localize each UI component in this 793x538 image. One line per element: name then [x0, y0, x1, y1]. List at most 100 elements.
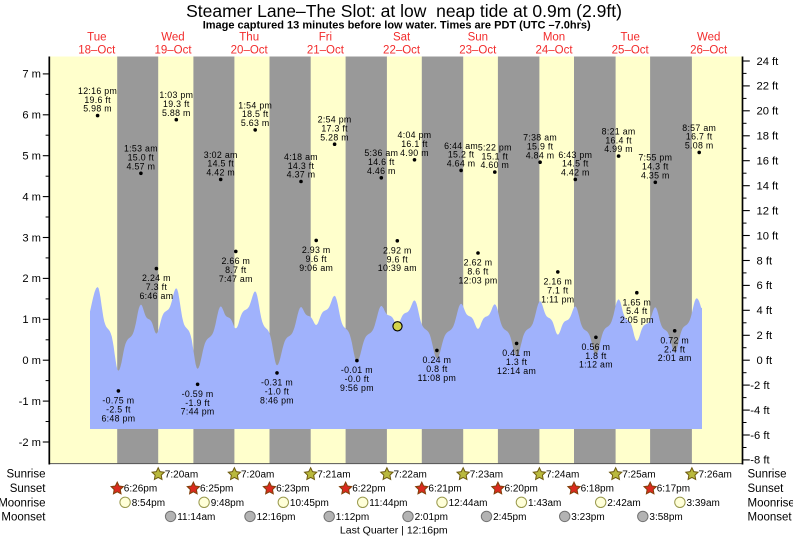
svg-text:Sunset: Sunset [10, 483, 47, 495]
svg-text:26–Oct: 26–Oct [690, 45, 728, 57]
svg-text:10:45pm: 10:45pm [290, 498, 329, 509]
svg-text:6:43 pm: 6:43 pm [558, 150, 592, 160]
svg-text:-2 m: -2 m [19, 437, 41, 449]
svg-text:6:23pm: 6:23pm [276, 484, 309, 495]
svg-text:22 ft: 22 ft [757, 81, 780, 93]
svg-text:12:03 pm: 12:03 pm [458, 275, 497, 285]
svg-text:-2 ft: -2 ft [750, 380, 770, 392]
svg-text:15.0 ft: 15.0 ft [128, 153, 155, 163]
svg-text:1:54 pm: 1:54 pm [238, 100, 272, 110]
svg-text:8.6 ft: 8.6 ft [467, 267, 489, 277]
svg-text:14.6 ft: 14.6 ft [368, 157, 395, 167]
svg-text:14.5 ft: 14.5 ft [562, 159, 589, 169]
svg-text:16.4 ft: 16.4 ft [605, 135, 632, 145]
svg-text:8:57 am: 8:57 am [682, 123, 716, 133]
svg-text:7:22am: 7:22am [394, 469, 427, 480]
svg-text:1:11 pm: 1:11 pm [541, 294, 574, 304]
svg-text:6:46 am: 6:46 am [139, 291, 173, 301]
svg-text:8:54pm: 8:54pm [132, 498, 165, 509]
svg-text:14.3 ft: 14.3 ft [288, 161, 315, 171]
svg-text:6 m: 6 m [22, 110, 41, 122]
svg-text:6:22pm: 6:22pm [352, 484, 385, 495]
svg-text:15.9 ft: 15.9 ft [527, 142, 554, 152]
svg-text:7.3 ft: 7.3 ft [146, 282, 168, 292]
svg-text:24–Oct: 24–Oct [535, 45, 573, 57]
svg-text:7:23am: 7:23am [470, 469, 503, 480]
svg-text:1:12pm: 1:12pm [336, 512, 369, 523]
svg-text:6 ft: 6 ft [757, 280, 773, 292]
svg-text:-0.01 m: -0.01 m [341, 365, 373, 375]
svg-text:5:22 pm: 5:22 pm [478, 143, 512, 153]
svg-text:17.3 ft: 17.3 ft [321, 124, 348, 134]
svg-text:12:14 am: 12:14 am [497, 366, 536, 376]
svg-text:9:48pm: 9:48pm [211, 498, 244, 509]
svg-text:10 ft: 10 ft [757, 230, 780, 242]
svg-text:11:08 pm: 11:08 pm [418, 373, 456, 383]
svg-text:Moonset: Moonset [1, 511, 46, 523]
svg-text:0.56 m: 0.56 m [582, 342, 611, 352]
svg-text:-0.31 m: -0.31 m [261, 378, 293, 388]
svg-text:5:36 am: 5:36 am [364, 148, 398, 158]
svg-text:0.8 ft: 0.8 ft [426, 364, 448, 374]
svg-text:2.62 m: 2.62 m [464, 258, 493, 268]
svg-text:1 m: 1 m [22, 314, 41, 326]
svg-text:7:20am: 7:20am [241, 469, 274, 480]
svg-text:4:04 pm: 4:04 pm [398, 130, 432, 140]
svg-text:-4 ft: -4 ft [750, 405, 770, 417]
svg-text:4.46 m: 4.46 m [367, 166, 396, 176]
svg-text:1.8 ft: 1.8 ft [585, 351, 607, 361]
svg-text:5 m: 5 m [22, 151, 41, 163]
svg-text:1:53 am: 1:53 am [124, 144, 158, 154]
svg-text:7:21am: 7:21am [317, 469, 350, 480]
svg-text:3:39am: 3:39am [687, 498, 720, 509]
svg-text:8:46 pm: 8:46 pm [260, 395, 294, 405]
svg-text:6:26pm: 6:26pm [124, 484, 157, 495]
svg-text:20–Oct: 20–Oct [231, 45, 269, 57]
svg-text:Thu: Thu [239, 32, 259, 44]
svg-text:1.3 ft: 1.3 ft [506, 357, 528, 367]
svg-text:6:20pm: 6:20pm [505, 484, 538, 495]
svg-text:2.24 m: 2.24 m [142, 273, 171, 283]
svg-text:9.6 ft: 9.6 ft [387, 254, 409, 264]
svg-text:25–Oct: 25–Oct [612, 45, 650, 57]
svg-text:7:20am: 7:20am [165, 469, 198, 480]
svg-text:24 ft: 24 ft [757, 56, 780, 68]
svg-text:16.1 ft: 16.1 ft [401, 139, 428, 149]
svg-text:4 ft: 4 ft [757, 305, 773, 317]
svg-text:Moonrise: Moonrise [748, 497, 793, 509]
svg-text:7:47 am: 7:47 am [219, 274, 253, 284]
svg-text:5.98 m: 5.98 m [83, 104, 112, 114]
svg-text:6:18pm: 6:18pm [581, 484, 614, 495]
svg-text:Sat: Sat [393, 32, 411, 44]
svg-text:9:56 pm: 9:56 pm [340, 383, 374, 393]
svg-text:1:43am: 1:43am [528, 498, 561, 509]
svg-text:2:01 am: 2:01 am [658, 353, 692, 363]
svg-text:-2.5 ft: -2.5 ft [106, 404, 131, 414]
svg-text:Sunrise: Sunrise [7, 469, 46, 481]
svg-text:-0.0 ft: -0.0 ft [345, 374, 370, 384]
svg-text:2 ft: 2 ft [757, 330, 773, 342]
svg-text:5.28 m: 5.28 m [320, 132, 349, 142]
svg-text:2.4 ft: 2.4 ft [664, 344, 686, 354]
svg-text:2.92 m: 2.92 m [383, 245, 412, 255]
svg-text:12:44am: 12:44am [449, 498, 488, 509]
svg-text:0.72 m: 0.72 m [660, 335, 689, 345]
svg-text:4.57 m: 4.57 m [127, 161, 156, 171]
svg-text:-6 ft: -6 ft [750, 430, 770, 442]
svg-text:5.08 m: 5.08 m [685, 141, 714, 151]
svg-text:Tue: Tue [621, 32, 640, 44]
svg-text:18–Oct: 18–Oct [78, 45, 116, 57]
svg-text:12:16pm: 12:16pm [257, 512, 296, 523]
svg-text:1:03 pm: 1:03 pm [159, 90, 193, 100]
svg-text:8:21 am: 8:21 am [602, 127, 636, 137]
svg-text:15.1 ft: 15.1 ft [482, 151, 509, 161]
svg-text:-0.59 m: -0.59 m [182, 389, 214, 399]
svg-text:Sunset: Sunset [748, 483, 785, 495]
svg-text:1:12 am: 1:12 am [579, 360, 613, 370]
svg-text:4.42 m: 4.42 m [561, 168, 590, 178]
svg-text:Steamer Lane–The Slot: at low: Steamer Lane–The Slot: at low neap tide … [186, 1, 622, 21]
svg-text:Image captured 13 minutes befo: Image captured 13 minutes before low wat… [203, 20, 591, 32]
svg-text:23–Oct: 23–Oct [459, 45, 497, 57]
svg-text:11:14am: 11:14am [177, 512, 215, 523]
svg-text:12:16 pm: 12:16 pm [78, 86, 117, 96]
